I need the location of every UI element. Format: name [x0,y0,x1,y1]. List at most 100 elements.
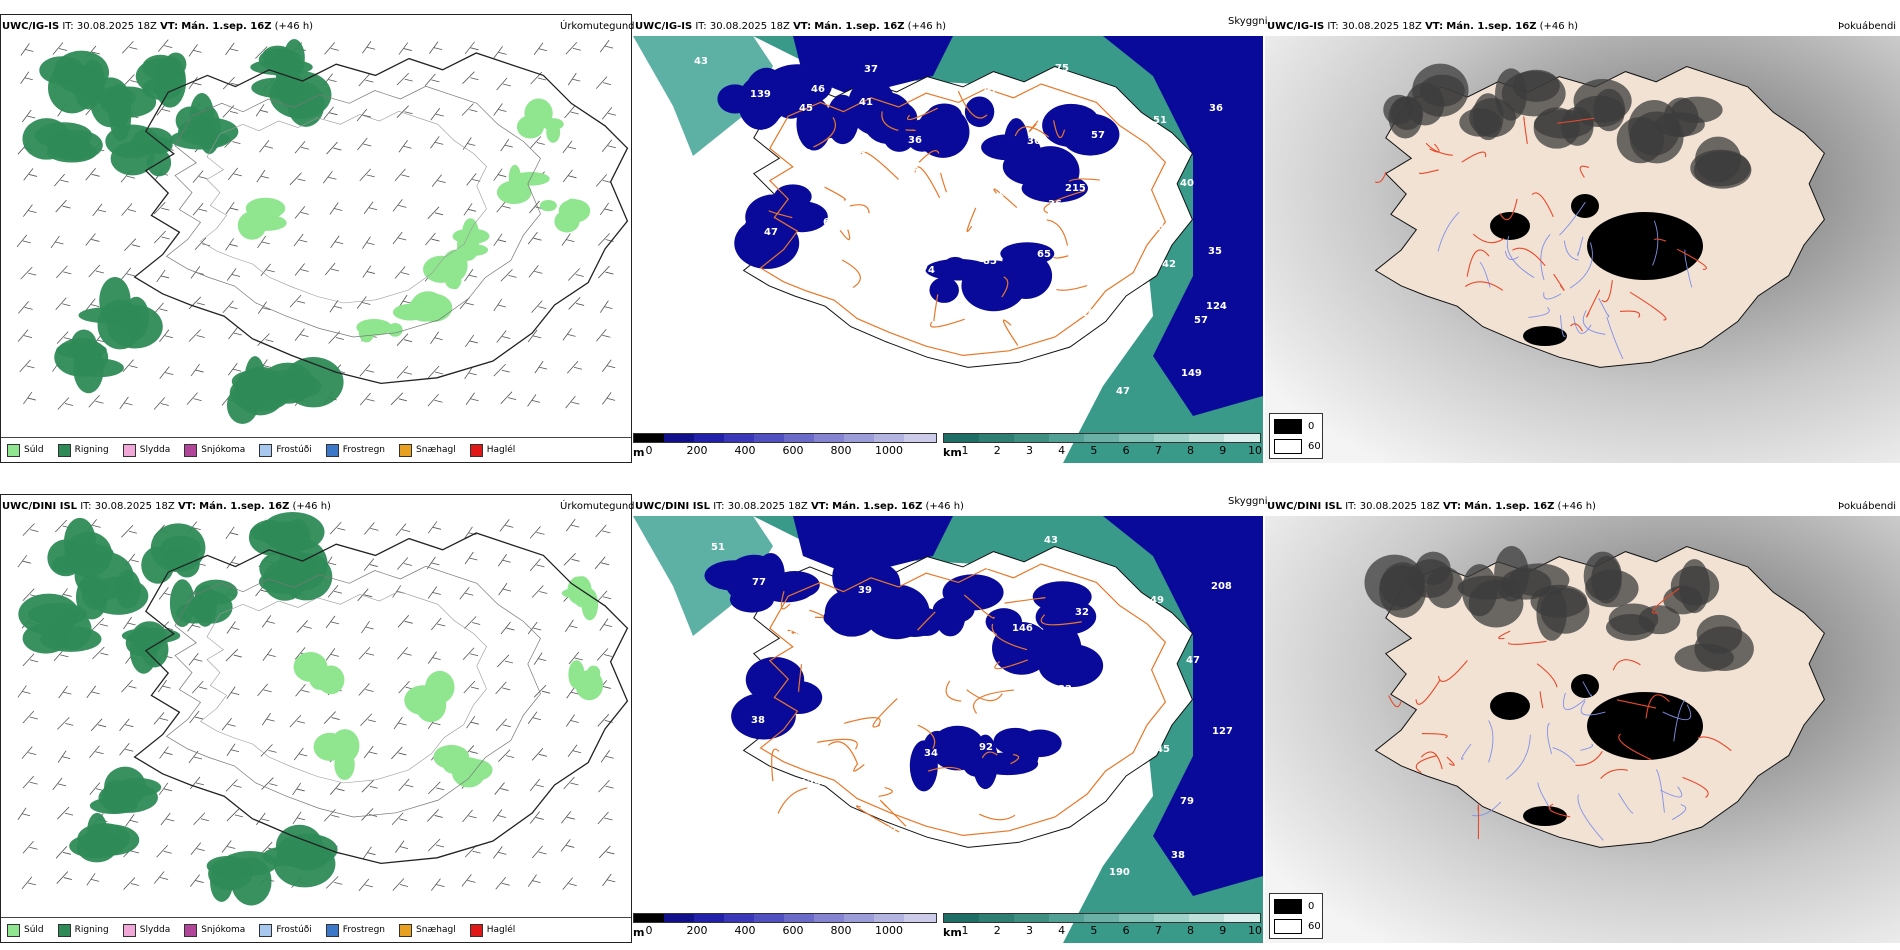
header-precip-top: UWC/IG-IS IT: 30.08.2025 18Z VT: Mán. 1.… [2,21,313,32]
fog-cell [769,571,820,599]
wind-barb [362,236,375,249]
fog-cell [803,111,846,139]
road [1553,273,1565,291]
visibility-label: 42 [880,360,894,371]
visibility-label: 62 [821,367,835,378]
road [849,204,870,214]
river [1662,704,1692,721]
visibility-label: 77 [752,577,766,588]
road [945,680,962,702]
wind-barb [599,39,614,53]
colorbar-tick: 3 [1025,924,1033,937]
legend-label: Frostregn [342,445,386,455]
visibility-label: 156 [875,692,896,703]
drizzle-cell [387,322,403,337]
wind-barb [57,717,74,730]
visibility-label: 36 [1027,136,1041,147]
legend-swatch [325,443,339,457]
wind-barb [327,585,343,598]
wind-barb [90,718,107,732]
wind-barb [362,41,376,54]
rivers [1437,201,1693,360]
visibility-label: 58 [723,351,737,362]
wind-barb [427,393,443,407]
wind-barb [159,366,174,379]
visibility-label: 40 [756,853,770,864]
river [1580,700,1606,716]
wind-barb [493,298,506,312]
visibility-label: 46 [905,166,919,177]
visibility-label: 100 [952,823,973,834]
road [1014,126,1050,138]
wind-barb [395,840,409,853]
legend-item: Frostregn [325,443,386,457]
wind-barb [55,199,71,213]
wind-barb [565,41,581,55]
wind-barb [493,233,507,247]
river [1552,747,1576,764]
precip-map [17,512,629,906]
road [853,763,866,772]
visibility-label: 41 [859,97,873,108]
wind-barb [323,106,338,120]
road [1498,630,1511,640]
wind-barb [531,300,547,313]
wind-barb [123,616,136,630]
colorbar-m-unit: m [633,926,645,939]
road [1420,751,1443,770]
wind-barb [499,519,514,532]
road [1461,151,1487,163]
colorbar-km-cells [943,433,1261,443]
wind-barb [329,202,343,215]
wind-barb [459,587,474,600]
road [1053,255,1069,259]
visibility-label: 38 [1123,199,1137,210]
colorbar-tick: 9 [1219,924,1227,937]
wind-barb [391,812,408,826]
wind-barb [498,749,515,762]
wind-barb [122,359,138,372]
wind-barb [153,397,169,410]
colorbar-tick: 8 [1187,924,1195,937]
road [1446,756,1455,766]
wind-barb [189,776,205,790]
wind-barb [563,776,579,790]
road [1056,284,1088,291]
dark-cell [1585,569,1639,608]
dewpoint-panel-top: 0 60 [1265,36,1900,463]
dark-cell [1616,116,1665,164]
wind-barb [325,615,340,629]
wind-barb [17,685,31,698]
wind-barb [292,782,305,796]
it-value: 30.08.2025 18Z [94,501,175,512]
legend-swatch [57,443,71,457]
river [1559,315,1566,337]
wind-barb [222,105,239,118]
river [1472,801,1502,817]
road [1579,165,1590,178]
wind-barb [58,685,72,699]
road [1068,178,1100,182]
colorbar-m-cells [633,913,937,923]
visibility-label: 60 [859,286,873,297]
wind-barb [19,359,35,373]
road [839,229,851,241]
wind-barb [257,235,270,249]
visibility-label: 38 [1171,850,1185,861]
wind-barb [189,874,204,887]
rain-cell [150,523,206,573]
wind-barb [394,168,410,182]
it-label: IT: [1327,21,1339,32]
wind-barb [466,173,481,186]
wind-barb [462,647,479,660]
legend-label: Súld [24,445,44,455]
precip-panel-top: Súld Rigning Slydda Snjókoma Frostúði Frostre… [0,14,632,463]
drizzle-cell [539,200,557,212]
dewpoint-panel-bottom: 0 60 [1265,516,1900,943]
wind-barb [292,811,306,825]
wind-barb [157,39,173,52]
river [1652,220,1659,266]
road [1472,233,1505,244]
river [1488,720,1494,763]
wind-barb [396,365,412,379]
